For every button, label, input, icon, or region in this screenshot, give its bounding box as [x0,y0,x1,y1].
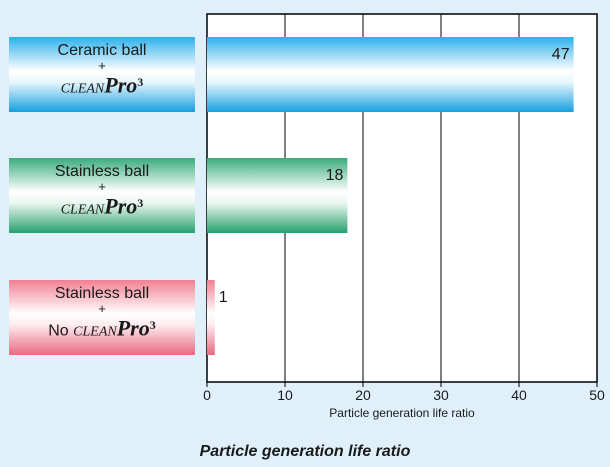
category-label-0: Ceramic ball + CLEANPro3 [9,42,195,117]
category-label-2: Stainless ball + No CLEANPro3 [9,285,195,360]
x-tick-label: 10 [277,387,293,403]
x-tick-label: 20 [355,387,371,403]
category-label-line1: Stainless ball [54,163,150,180]
category-label-plus: + [98,301,106,316]
brand-superscript: 3 [137,196,144,210]
bar-1 [207,158,348,233]
category-label-bar-0 [9,37,195,112]
category-label-bar-1 [9,158,195,233]
category-label-brand: CLEANPro3 [9,72,195,99]
bars: 47 18 1 [207,37,574,355]
brand-pro: Pro [116,315,150,341]
brand-superscript: 3 [137,75,144,89]
bar-0 [207,37,574,112]
category-label-brand: CLEANPro3 [9,193,195,220]
category-label-plus: + [98,58,106,73]
category-label-line1: Ceramic ball [57,42,147,59]
x-axis: 0 10 20 30 40 50 [203,382,605,403]
x-tick-label: 40 [511,387,527,403]
x-tick-label: 0 [203,387,211,403]
bar-2 [207,280,215,355]
category-label-1: Stainless ball + CLEANPro3 [9,163,195,238]
bar-value-label: 18 [326,167,344,184]
category-label-bar-2 [9,280,195,355]
brand-clean: CLEAN [60,81,105,97]
category-label-line1: Stainless ball [54,285,150,302]
brand-clean: CLEAN [73,324,117,340]
category-label-brand: No CLEANPro3 [9,315,195,342]
brand-prefix: No [48,322,74,340]
x-axis-label: Particle generation life ratio [329,406,475,420]
category-label-plus: + [98,179,106,194]
brand-pro: Pro [104,72,138,98]
bar-value-label: 47 [552,46,570,63]
chart-title: Particle generation life ratio [199,443,411,460]
brand-pro: Pro [104,193,138,219]
x-tick-label: 50 [589,387,605,403]
brand-clean: CLEAN [60,202,105,218]
bar-value-label: 1 [219,289,228,306]
category-label-bars [9,37,195,355]
x-tick-label: 30 [433,387,449,403]
brand-superscript: 3 [149,318,156,332]
